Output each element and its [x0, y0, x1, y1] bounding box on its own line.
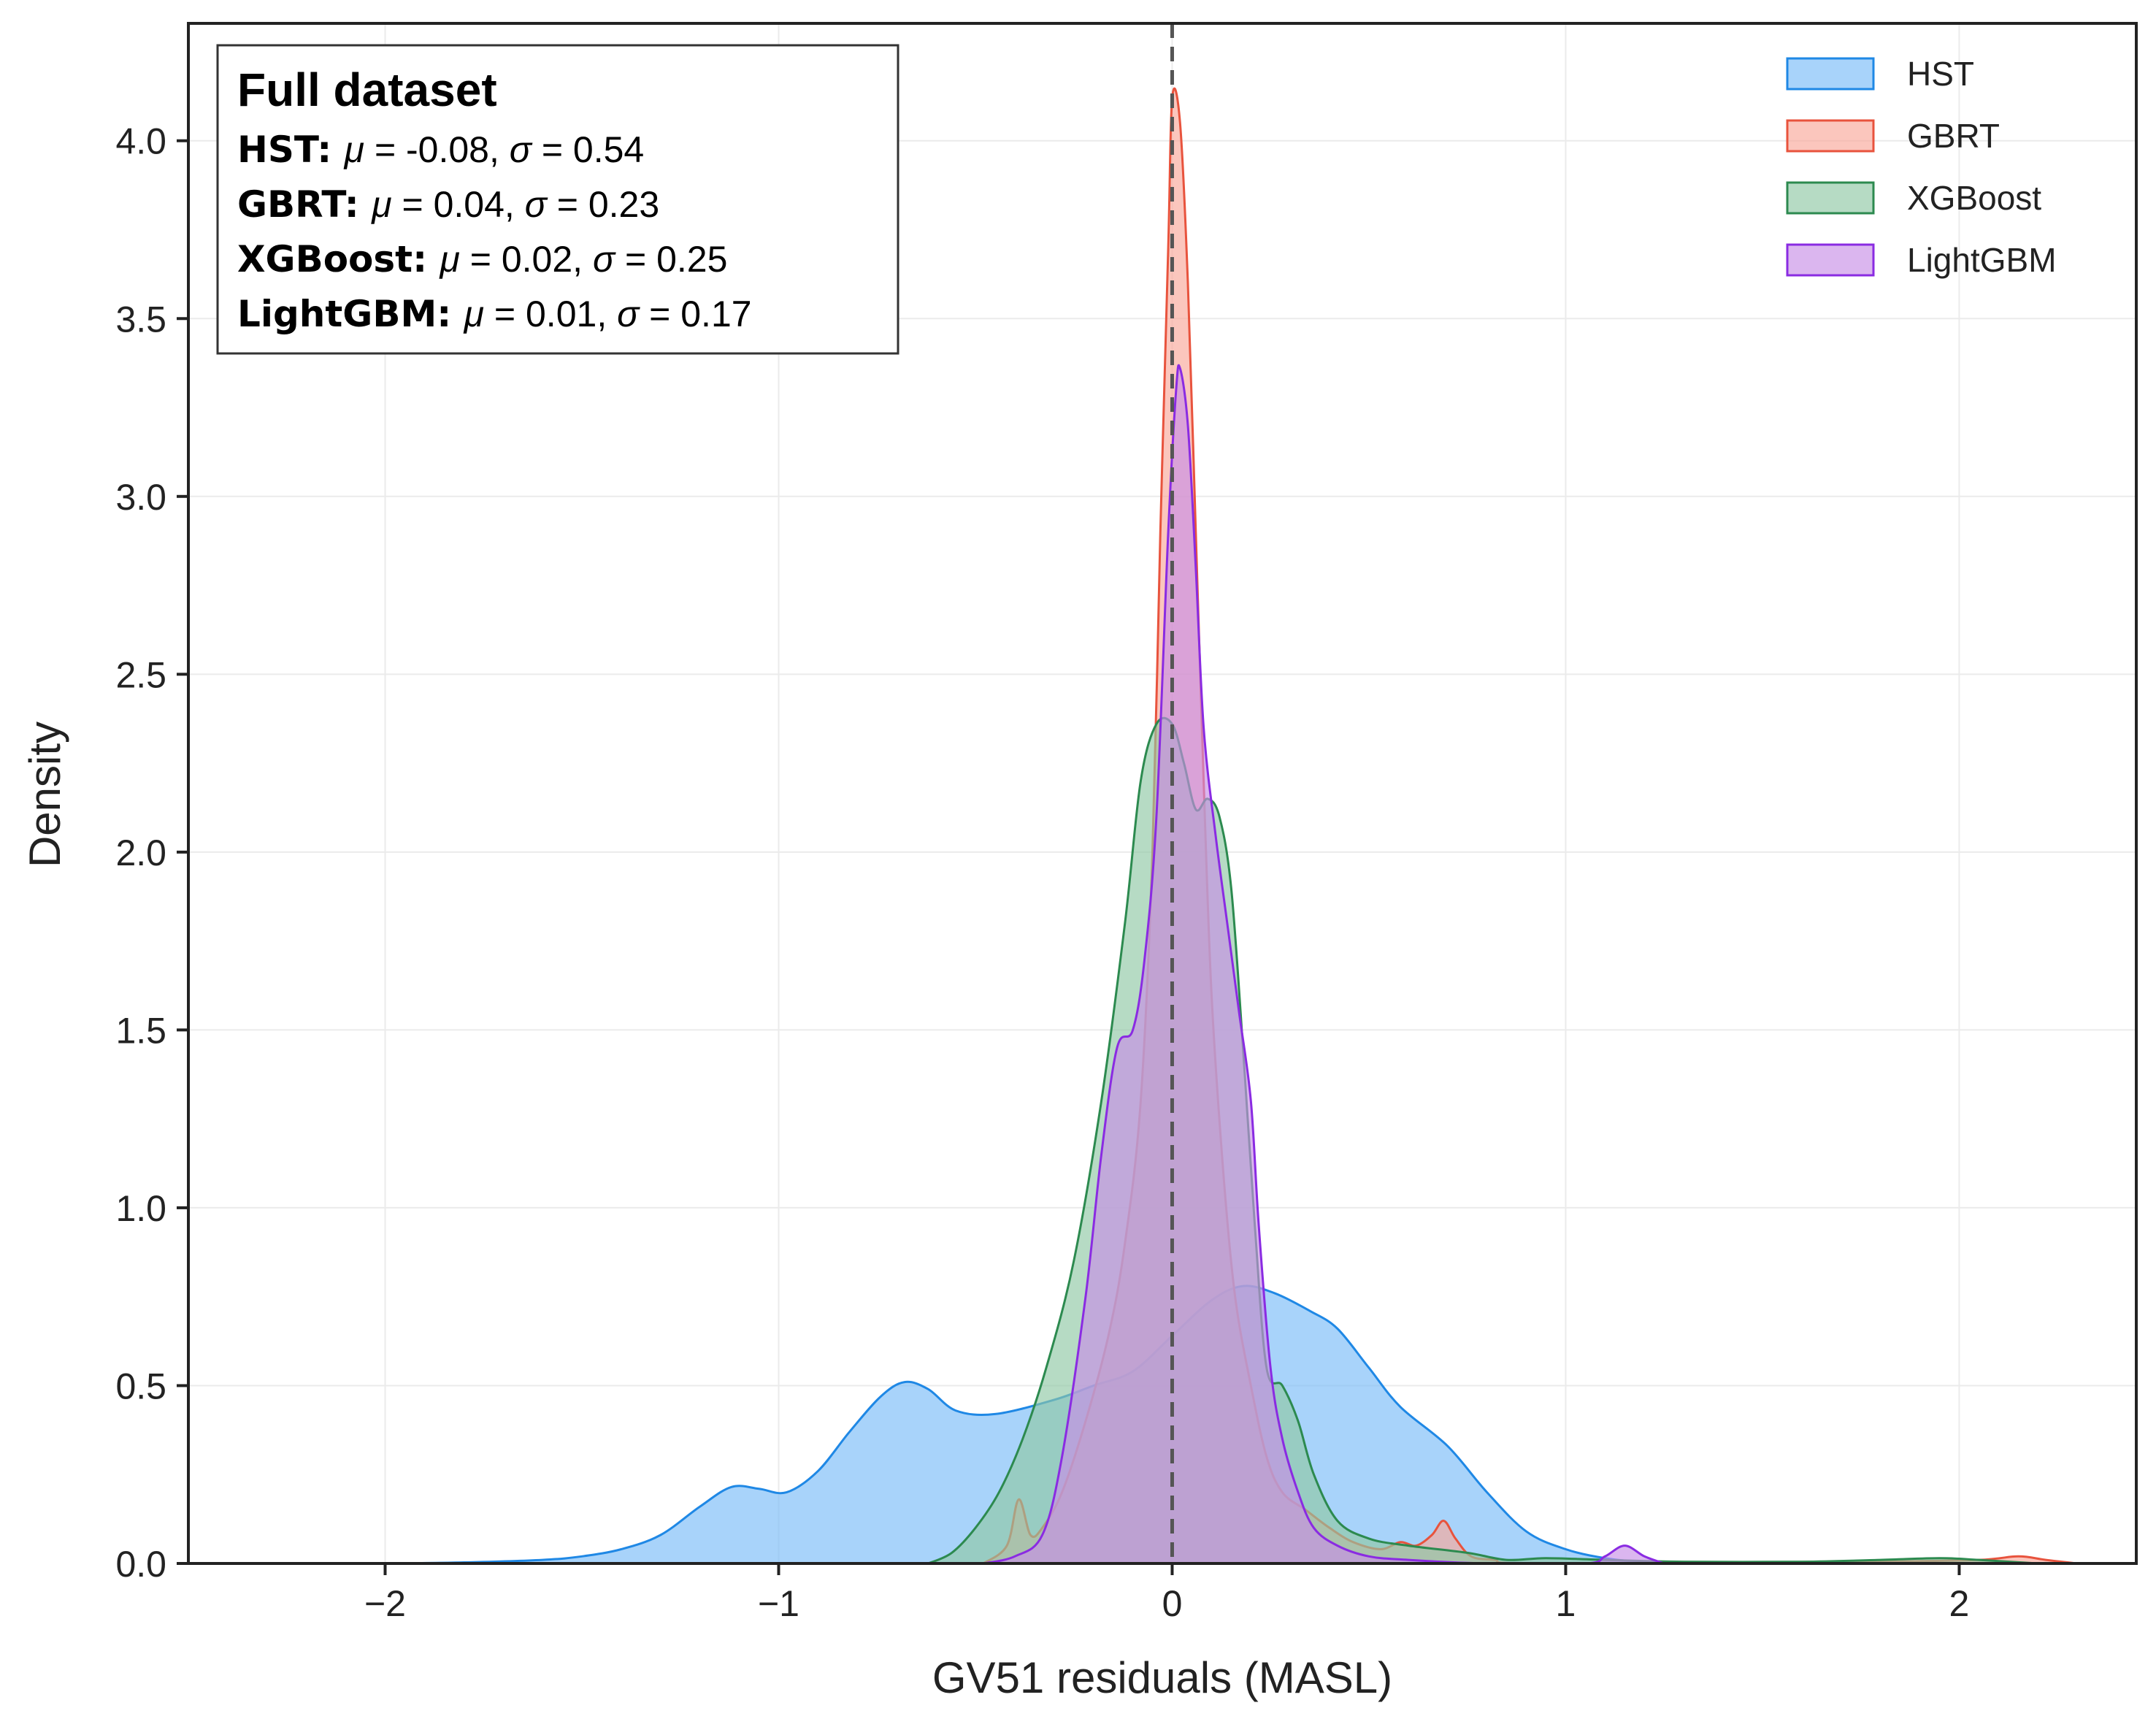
legend: HST GBRT XGBoost LightGBM — [1786, 55, 2057, 279]
y-tick-label-4: 2.0 — [115, 832, 166, 873]
stats-sigma-value: = 0.54 — [532, 129, 644, 170]
y-tick-label-6: 3.0 — [115, 477, 166, 518]
x-tick-label-0: −2 — [364, 1583, 406, 1624]
legend-swatch-hst — [1786, 57, 1875, 91]
x-tick-label-2: 0 — [1162, 1583, 1183, 1624]
stats-model-name: XGBoost: — [237, 238, 440, 280]
legend-label-xgboost: XGBoost — [1907, 179, 2041, 217]
x-axis-label: GV51 residuals (MASL) — [932, 1653, 1392, 1702]
y-axis-label: Density — [20, 721, 69, 868]
stats-sigma-value: = 0.25 — [615, 239, 727, 280]
stats-line-lightgbm: LightGBM: μ = 0.01, σ = 0.17 — [237, 293, 752, 335]
legend-item-xgboost: XGBoost — [1786, 179, 2041, 217]
x-tick-label-1: −1 — [758, 1583, 799, 1624]
stats-line-xgboost: XGBoost: μ = 0.02, σ = 0.25 — [237, 238, 727, 280]
stats-sigma-symbol: σ — [593, 239, 616, 280]
stats-title: Full dataset — [237, 64, 497, 116]
stats-box-frame — [216, 44, 899, 355]
stats-line-hst: HST: μ = -0.08, σ = 0.54 — [237, 129, 644, 171]
y-tick-label-2: 1.0 — [115, 1188, 166, 1229]
density-areas — [385, 87, 2078, 1563]
y-tick-label-1: 0.5 — [115, 1366, 166, 1406]
legend-label-gbrt: GBRT — [1907, 117, 2000, 155]
density-line-lightgbm — [983, 364, 1665, 1563]
y-tick-label-8: 4.0 — [115, 121, 166, 162]
legend-label-lightgbm: LightGBM — [1907, 241, 2057, 279]
legend-item-gbrt: GBRT — [1786, 117, 2000, 155]
y-axis-ticks: 0.0 0.5 1.0 1.5 2.0 2.5 3.0 3.5 4.0 — [115, 121, 188, 1585]
y-tick-label-7: 3.5 — [115, 299, 166, 340]
stats-mu-value: = 0.02, — [460, 239, 593, 280]
stats-model-name: LightGBM: — [237, 293, 464, 335]
stats-mu-value: = -0.08, — [364, 129, 510, 170]
density-area-lightgbm — [983, 365, 1665, 1563]
x-tick-label-4: 2 — [1949, 1583, 1970, 1624]
stats-model-name: HST: — [237, 129, 345, 171]
stats-mu-value: = 0.01, — [484, 294, 617, 334]
stats-mu-symbol: μ — [438, 239, 459, 280]
stats-sigma-symbol: σ — [617, 294, 640, 334]
stats-line-gbrt: GBRT: μ = 0.04, σ = 0.23 — [237, 183, 659, 226]
legend-item-lightgbm: LightGBM — [1786, 241, 2057, 279]
stats-model-name: GBRT: — [237, 183, 372, 226]
x-tick-label-3: 1 — [1556, 1583, 1576, 1624]
stats-mu-symbol: μ — [343, 129, 364, 170]
legend-swatch-gbrt — [1786, 119, 1875, 153]
stats-mu-symbol: μ — [463, 294, 484, 334]
y-tick-label-0: 0.0 — [115, 1544, 166, 1585]
plot-frame — [187, 22, 2138, 1565]
stats-mu-symbol: μ — [370, 184, 391, 225]
legend-label-hst: HST — [1907, 55, 1974, 93]
stats-sigma-symbol: σ — [510, 129, 533, 170]
legend-item-hst: HST — [1786, 55, 1974, 93]
series-lightgbm — [983, 364, 1665, 1563]
stats-sigma-value: = 0.23 — [547, 184, 659, 225]
stats-mu-value: = 0.04, — [392, 184, 525, 225]
x-axis-ticks: −2 −1 0 1 2 — [364, 1563, 1969, 1624]
legend-swatch-xgboost — [1786, 181, 1875, 215]
stats-sigma-value: = 0.17 — [639, 294, 751, 334]
y-tick-label-3: 1.5 — [115, 1010, 166, 1051]
legend-swatch-lightgbm — [1786, 243, 1875, 277]
stats-box: Full dataset HST: μ = -0.08, σ = 0.54 GBR… — [216, 44, 899, 355]
y-tick-label-5: 2.5 — [115, 654, 166, 695]
stats-sigma-symbol: σ — [525, 184, 548, 225]
